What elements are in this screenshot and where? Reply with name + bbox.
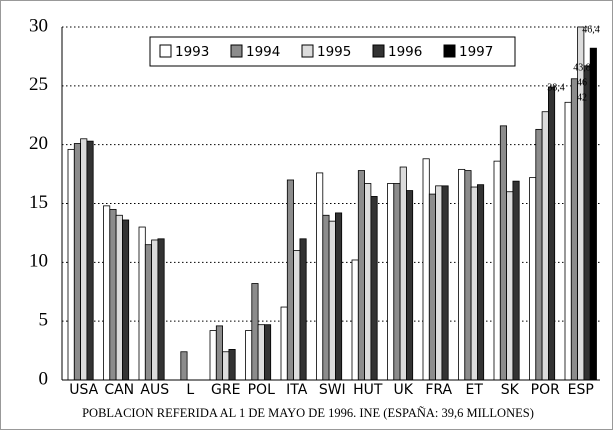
bar (257, 324, 265, 381)
bar (583, 65, 591, 381)
bar (73, 143, 82, 381)
bar (215, 325, 224, 381)
bar (364, 183, 372, 381)
bar (506, 191, 514, 381)
bar (103, 205, 111, 381)
bar (493, 160, 501, 381)
bar (535, 128, 543, 381)
bar (86, 140, 94, 381)
annotation: 43,8 (573, 62, 591, 73)
x-tick-label: GRE (211, 382, 240, 398)
bar (122, 219, 130, 381)
y-tick-label: 20 (29, 133, 48, 154)
bar (351, 259, 359, 381)
legend-label: 1993 (175, 44, 209, 60)
x-tick-label: USA (69, 382, 98, 398)
bar (476, 184, 485, 381)
x-tick-label: POL (248, 382, 275, 398)
bar (80, 138, 88, 381)
bar (293, 250, 301, 381)
y-tick-label: 10 (29, 251, 48, 272)
bar (589, 47, 597, 381)
bar (422, 158, 430, 381)
bar (470, 186, 478, 381)
bar (209, 330, 217, 381)
x-tick-label: UK (394, 382, 414, 398)
bar (280, 306, 288, 381)
legend-label: 1997 (459, 44, 493, 60)
bar (387, 183, 395, 381)
bar (370, 196, 378, 381)
bar (499, 125, 507, 381)
bar (529, 177, 537, 381)
bar (138, 226, 146, 381)
bar (222, 351, 230, 381)
bar (299, 238, 307, 381)
x-tick-label: SK (501, 382, 520, 398)
x-tick-label: ESP (568, 382, 594, 398)
bar (393, 183, 401, 381)
bar (67, 148, 75, 381)
bar (405, 190, 414, 381)
legend-swatch (301, 44, 314, 58)
legend-label: 1995 (317, 44, 351, 60)
legend-swatch (230, 44, 243, 58)
legend-label: 1994 (246, 44, 280, 60)
bar (512, 180, 520, 381)
bar (441, 185, 449, 381)
x-tick-label: ITA (286, 382, 308, 398)
y-tick-label: 25 (29, 74, 48, 95)
legend-swatch (159, 44, 172, 58)
bar (115, 214, 123, 381)
bar (109, 208, 117, 381)
annotation: 42 (577, 92, 587, 103)
bar (180, 351, 188, 381)
annotation: 46 (577, 77, 587, 88)
bar (228, 349, 236, 381)
bar (251, 283, 259, 381)
y-tick-label: 15 (29, 192, 48, 213)
bar (322, 214, 330, 381)
note: POBLACION REFERIDA AL 1 DE MAYO DE 1996.… (82, 406, 534, 420)
legend-swatch (443, 44, 456, 58)
y-tick-label: 30 (29, 15, 48, 36)
y-tick-label: 5 (39, 310, 49, 331)
bar (548, 86, 556, 381)
x-tick-label: FRA (425, 382, 452, 398)
bar (399, 166, 407, 381)
x-tick-label: SWI (319, 382, 346, 398)
bar (157, 238, 165, 381)
bar (541, 111, 549, 381)
annotation: 46,4 (582, 24, 600, 35)
x-tick-label: L (186, 382, 194, 398)
x-tick-label: AUS (140, 382, 169, 398)
bar (316, 172, 324, 381)
legend-label: 1996 (388, 44, 422, 60)
bar (245, 330, 253, 381)
bar (263, 324, 272, 381)
annotation: 38,4 (547, 82, 565, 93)
bar (458, 168, 466, 381)
bar (334, 212, 343, 381)
legend-swatch (372, 44, 385, 58)
x-tick-label: ET (466, 382, 484, 398)
bar (286, 179, 294, 381)
bar (564, 101, 572, 381)
x-tick-label: CAN (104, 382, 134, 398)
x-tick-label: HUT (353, 382, 383, 398)
bar (464, 170, 472, 381)
bar (428, 193, 436, 381)
bar (328, 220, 336, 381)
bar (144, 244, 153, 381)
bar (151, 239, 159, 381)
bar (570, 78, 578, 381)
y-tick-label: 0 (39, 368, 49, 389)
x-tick-label: POR (531, 382, 560, 398)
bar (435, 185, 443, 381)
bar (357, 170, 365, 381)
